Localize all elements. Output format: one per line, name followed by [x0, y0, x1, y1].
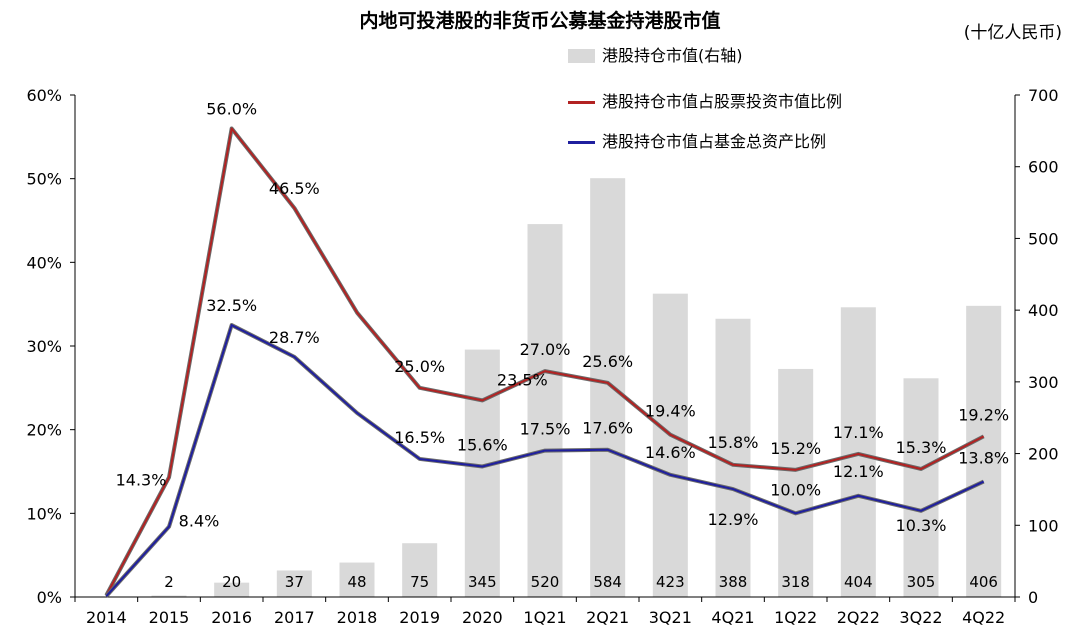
series-line-red: [105, 127, 985, 596]
x-tick-label: 2015: [149, 608, 190, 627]
line-data-label-red: 17.1%: [833, 423, 884, 442]
chart-title: 内地可投港股的非货币公募基金持港股市值: [359, 10, 721, 32]
line-data-label-red: 25.6%: [582, 352, 633, 371]
line-data-label-blue: 10.0%: [770, 480, 821, 499]
x-tick-label: 2019: [399, 608, 440, 627]
bar-value-label: 20: [222, 573, 241, 591]
y-left-tick-label: 50%: [26, 170, 62, 189]
line-data-label-red: 25.0%: [394, 357, 445, 376]
legend-label-red-line: 港股持仓市值占股票投资市值比例: [602, 92, 843, 111]
bar: [339, 562, 375, 597]
line-data-label-blue: 15.6%: [457, 435, 508, 454]
bar-value-label: 406: [969, 573, 998, 591]
y-right-tick-label: 200: [1028, 445, 1059, 464]
bar-value-label: 345: [468, 573, 497, 591]
legend-swatch-blue-line: [568, 141, 595, 144]
y-left-tick-label: 40%: [26, 253, 62, 272]
line-data-label-red: 46.5%: [269, 179, 320, 198]
line-data-label-red: 14.3%: [116, 470, 167, 489]
x-tick-label: 4Q22: [962, 608, 1005, 627]
x-tick-label: 2018: [337, 608, 378, 627]
axes: 0% 10% 20% 30% 40% 50% 60% 0 100 200 300 400 500 600 7…: [26, 86, 1058, 627]
bar: [214, 582, 250, 597]
bar: [151, 595, 187, 597]
y-right-tick-label: 300: [1028, 373, 1059, 392]
unit-label: (十亿人民币): [963, 23, 1062, 43]
bar: [527, 224, 563, 598]
bar-value-label: 75: [410, 573, 429, 591]
line-data-label-blue: 28.7%: [269, 328, 320, 347]
y-right-tick-label: 100: [1028, 516, 1059, 535]
bar-value-label: 2: [164, 573, 174, 591]
bar-value-label: 388: [719, 573, 748, 591]
x-tick-label: 2020: [462, 608, 503, 627]
bar-value-label: 520: [531, 573, 560, 591]
line-data-label-red: 27.0%: [520, 340, 571, 359]
line-data-label-blue: 17.5%: [520, 420, 571, 439]
data-labels: 2 20 37 48 75 345 520 584 423 388 318 404 305 406 14.3…: [116, 99, 1009, 591]
line-data-label-blue: 32.5%: [206, 296, 257, 315]
y-right-tick-label: 700: [1028, 86, 1059, 105]
line-data-label-blue: 17.6%: [582, 419, 633, 438]
line-data-label-red: 15.2%: [770, 439, 821, 458]
y-right-tick-label: 600: [1028, 158, 1059, 177]
bar-value-label: 423: [656, 573, 685, 591]
x-tick-label: 2Q22: [837, 608, 880, 627]
bar: [276, 570, 312, 597]
bar-series: [151, 178, 1002, 598]
bar: [590, 178, 626, 597]
line-data-label-red: 56.0%: [206, 99, 257, 118]
y-left-tick-label: 0%: [37, 588, 62, 607]
bar-value-label: 37: [285, 573, 304, 591]
line-series: [104, 126, 985, 598]
x-tick-label: 2014: [86, 608, 127, 627]
y-left-tick-label: 60%: [26, 86, 62, 105]
bar-value-label: 404: [844, 573, 873, 591]
legend-swatch-bar: [568, 49, 595, 63]
line-data-label-red: 19.2%: [958, 405, 1009, 424]
x-tick-label: 2017: [274, 608, 315, 627]
line-data-label-red: 23.5%: [497, 370, 548, 389]
x-tick-label: 3Q22: [899, 608, 942, 627]
line-data-label-blue: 12.9%: [708, 510, 759, 529]
line-data-label-red: 15.3%: [896, 438, 947, 457]
bar: [903, 378, 939, 597]
line-data-label-red: 19.4%: [645, 402, 696, 421]
line-data-label-blue: 14.6%: [645, 443, 696, 462]
bar-value-label: 318: [781, 573, 810, 591]
legend-label-blue-line: 港股持仓市值占基金总资产比例: [602, 132, 827, 151]
y-right-tick-label: 400: [1028, 301, 1059, 320]
bar: [778, 368, 814, 597]
x-tick-label: 3Q21: [649, 608, 692, 627]
line-data-label-blue: 10.3%: [896, 516, 947, 535]
series-line-blue: [105, 324, 985, 597]
x-tick-label: 1Q21: [523, 608, 566, 627]
y-left-tick-label: 30%: [26, 337, 62, 356]
line-data-label-red: 15.8%: [708, 433, 759, 452]
bar: [652, 293, 688, 597]
y-left-tick-label: 10%: [26, 504, 62, 523]
y-left-tick-label: 20%: [26, 421, 62, 440]
x-tick-label: 4Q21: [711, 608, 754, 627]
y-right-tick-label: 0: [1028, 588, 1038, 607]
line-data-label-blue: 8.4%: [179, 512, 220, 531]
bar-value-label: 48: [347, 573, 366, 591]
y-right-tick-label: 500: [1028, 229, 1059, 248]
legend-label-bar: 港股持仓市值(右轴): [602, 46, 743, 65]
x-tick-label: 2016: [211, 608, 252, 627]
bar-value-label: 584: [593, 573, 622, 591]
bar-value-label: 305: [907, 573, 936, 591]
line-data-label-blue: 12.1%: [833, 462, 884, 481]
x-tick-label: 1Q22: [774, 608, 817, 627]
x-tick-label: 2Q21: [586, 608, 629, 627]
bar: [402, 543, 438, 597]
bar: [464, 349, 500, 597]
legend-swatch-red-line: [568, 101, 595, 104]
line-data-label-blue: 13.8%: [958, 449, 1009, 468]
bar: [966, 305, 1002, 597]
line-data-label-blue: 16.5%: [394, 428, 445, 447]
